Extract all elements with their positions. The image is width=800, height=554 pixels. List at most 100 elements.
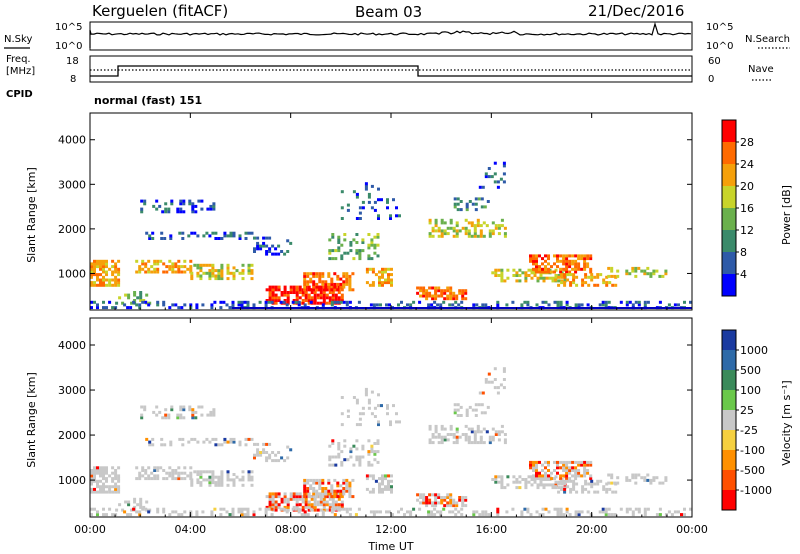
velocity-cell (500, 475, 504, 479)
velocity-cell (406, 510, 409, 514)
velocity-cell (496, 513, 500, 517)
velocity-cell (303, 484, 307, 488)
velocity-cell (123, 510, 127, 514)
power-cell (328, 291, 332, 294)
velocity-cell (199, 483, 203, 487)
velocity-cell (431, 441, 435, 445)
power-cell (494, 224, 498, 228)
power-cell (428, 294, 432, 298)
power-cell (367, 195, 371, 199)
power-cell (614, 283, 618, 287)
velocity-cell (428, 498, 432, 502)
power-cell (583, 267, 587, 271)
velocity-cell (376, 442, 380, 445)
velocity-cell (140, 405, 144, 409)
velocity-cell (186, 474, 190, 478)
velocity-cell (330, 510, 334, 514)
velocity-cell (324, 492, 328, 496)
power-cell (90, 273, 93, 277)
velocity-cell (163, 443, 167, 447)
power-cell (280, 293, 284, 297)
power-cell (219, 306, 223, 310)
velocity-cell (303, 478, 307, 482)
velocity-cell (229, 478, 233, 482)
power-cell (535, 270, 538, 274)
velocity-cell (267, 507, 271, 511)
power-data-cells (90, 161, 692, 310)
power-cell (123, 303, 127, 307)
velocity-cell (304, 497, 308, 501)
velocity-cell (348, 513, 352, 517)
velocity-cell (313, 503, 317, 507)
power-cell (464, 289, 468, 293)
power-cell (240, 303, 244, 307)
velocity-cell (214, 437, 218, 441)
velocity-cell (99, 487, 102, 491)
power-cell (535, 257, 538, 261)
velocity-cell (318, 484, 322, 488)
power-cell (187, 234, 191, 238)
velocity-cell (226, 473, 230, 476)
velocity-cell (433, 507, 437, 511)
velocity-cell (497, 430, 501, 434)
velocity-cell (139, 497, 143, 501)
velocity-cell (162, 507, 166, 511)
power-cell (193, 263, 197, 267)
velocity-cell (372, 510, 376, 514)
power-cell (373, 246, 377, 250)
power-cell (496, 185, 500, 189)
velocity-cell (358, 458, 362, 462)
velocity-cell (268, 492, 272, 496)
velocity-cell (337, 447, 341, 451)
power-cell (461, 297, 465, 301)
power-cell (574, 265, 578, 269)
velocity-cell (565, 469, 569, 472)
power-cell (381, 273, 384, 277)
power-cell (544, 270, 547, 274)
velocity-cell (378, 482, 381, 486)
power-cell (176, 207, 180, 211)
power-cell (310, 291, 314, 294)
power-cell (452, 294, 456, 298)
freq-left-tick-bottom: 8 (70, 74, 76, 85)
velocity-cell (628, 507, 632, 511)
velocity-cell (518, 475, 522, 479)
power-cell (274, 293, 278, 297)
velocity-cell (491, 427, 495, 431)
power-cell (494, 226, 498, 230)
power-cell (637, 266, 641, 270)
velocity-cell (111, 479, 115, 483)
ytick-label: 1000 (58, 474, 86, 487)
velocity-cell (277, 492, 281, 496)
power-cell (267, 300, 271, 304)
velocity-cell (256, 442, 260, 446)
power-cell (342, 280, 346, 284)
velocity-cell (496, 391, 500, 395)
nsky-right-tick-bottom: 10^0 (706, 41, 733, 52)
velocity-cell (309, 478, 313, 482)
power-cell (547, 303, 551, 307)
velocity-cell (574, 510, 578, 514)
velocity-cell (474, 403, 478, 407)
velocity-cell (271, 459, 275, 463)
velocity-cell (322, 497, 326, 501)
velocity-cell (476, 430, 480, 434)
power-cell (286, 291, 290, 294)
power-cell (264, 303, 268, 307)
velocity-cell (168, 513, 172, 517)
power-cell (142, 299, 146, 302)
xtick-label: 12:00 (375, 523, 407, 536)
velocity-cell (337, 503, 341, 507)
power-cell (361, 238, 365, 242)
velocity-cell (494, 430, 498, 434)
power-cell (500, 218, 504, 222)
velocity-cell (168, 466, 172, 470)
power-cell (587, 283, 591, 287)
velocity-cell (265, 442, 269, 446)
velocity-cell (283, 497, 287, 501)
velocity-cell (452, 501, 456, 505)
power-cell (559, 270, 563, 274)
power-cell (135, 303, 139, 307)
velocity-cell (538, 477, 541, 481)
velocity-cell (416, 498, 420, 502)
